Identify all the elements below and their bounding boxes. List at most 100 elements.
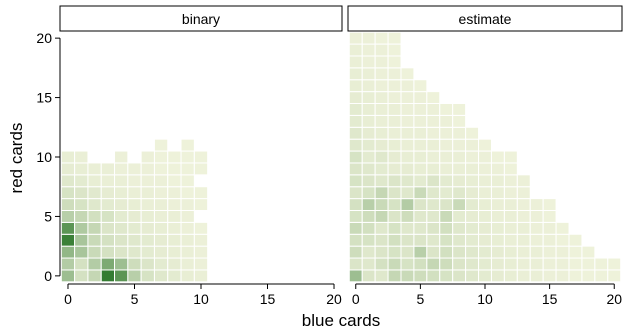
heatmap-cell [153, 198, 169, 211]
heatmap-cell [594, 269, 609, 283]
heatmap-cell [374, 209, 389, 223]
heatmap-cell [114, 150, 129, 164]
heatmap-cell [87, 257, 102, 271]
heatmap-cell [529, 245, 544, 259]
heatmap-cell [127, 221, 142, 235]
heatmap-cell [387, 162, 402, 176]
heatmap-cell [516, 174, 531, 188]
heatmap-cell [180, 245, 195, 259]
heatmap-cell [114, 221, 129, 235]
heatmap-cell [452, 257, 467, 271]
heatmap-cell [503, 269, 518, 283]
heatmap-cell [361, 31, 376, 45]
heatmap-cell [426, 269, 441, 283]
heatmap-cell [400, 174, 415, 188]
heatmap-cell [478, 233, 492, 247]
heatmap-cell [465, 257, 480, 271]
heatmap-cell [374, 198, 389, 211]
heatmap-cell [503, 257, 518, 271]
heatmap-cell [180, 198, 195, 211]
heatmap-cell [114, 245, 129, 259]
heatmap-cell [452, 150, 467, 164]
heatmap-cell [542, 269, 557, 283]
heatmap-cell [374, 31, 389, 45]
heatmap-cell [529, 233, 544, 247]
heatmap-cell [439, 233, 454, 247]
heatmap-cell [167, 257, 182, 271]
heatmap-cell [607, 269, 622, 283]
heatmap-cell [374, 91, 389, 105]
heatmap-cell [140, 221, 155, 235]
heatmap-cell [555, 257, 570, 271]
heatmap-cell [581, 257, 596, 271]
heatmap-cell [374, 174, 389, 188]
x-tick-label: 15 [542, 291, 558, 307]
x-tick-label: 5 [131, 291, 139, 307]
heatmap-cell [87, 198, 102, 211]
heatmap-cell [348, 162, 363, 176]
heatmap-cell [374, 162, 389, 176]
heatmap-cell [167, 162, 182, 176]
heatmap-cell [490, 233, 505, 247]
heatmap-cell [60, 198, 76, 211]
heatmap-cell [127, 209, 142, 223]
heatmap-cell [153, 209, 169, 223]
heatmap-cell [503, 162, 518, 176]
heatmap-cell [348, 79, 363, 93]
heatmap-cell [140, 198, 155, 211]
heatmap-cell [387, 221, 402, 235]
heatmap-cell [180, 257, 195, 271]
heatmap-cell [387, 55, 402, 69]
heatmap-cell [361, 257, 376, 271]
heatmap-cell [193, 186, 209, 200]
heatmap-cell [361, 103, 376, 116]
heatmap-cell [60, 162, 76, 176]
heatmap-cell [140, 209, 155, 223]
heatmap-cell [387, 245, 402, 259]
heatmap-cell [60, 174, 76, 188]
heatmap-cell [516, 221, 531, 235]
strip-label-binary: binary [182, 11, 220, 27]
heatmap-cell [400, 126, 415, 140]
heatmap-cell [193, 221, 209, 235]
heatmap-cell [452, 245, 467, 259]
heatmap-cell [100, 221, 116, 235]
heatmap-cell [361, 221, 376, 235]
heatmap-cell [374, 257, 389, 271]
heatmap-cell [361, 198, 376, 211]
heatmap-cell [426, 209, 441, 223]
heatmap-cell [490, 257, 505, 271]
heatmap-cell [167, 174, 182, 188]
heatmap-cell [387, 67, 402, 81]
y-tick-label: 15 [36, 90, 52, 106]
cells-binary [60, 138, 209, 283]
axes: 0 5 10 15 20 0 5 10 15 20 0 5 10 15 20 [36, 30, 622, 307]
heatmap-cell [439, 209, 454, 223]
heatmap-cell [74, 162, 89, 176]
heatmap-cell [374, 233, 389, 247]
heatmap-cell [452, 126, 467, 140]
heatmap-cell [153, 162, 169, 176]
heatmap-cell [140, 269, 155, 283]
heatmap-cell [426, 186, 441, 200]
heatmap-cell [153, 138, 169, 152]
heatmap-cell [478, 150, 492, 164]
heatmap-cell [400, 91, 415, 105]
heatmap-cell [361, 114, 376, 128]
heatmap-cell [180, 221, 195, 235]
heatmap-cell [180, 150, 195, 164]
heatmap-cell [180, 209, 195, 223]
heatmap-cell [400, 233, 415, 247]
heatmap-cell [452, 162, 467, 176]
heatmap-cell [400, 209, 415, 223]
heatmap-cell [439, 174, 454, 188]
heatmap-cell [348, 198, 363, 211]
heatmap-cell [100, 257, 116, 271]
heatmap-cell [555, 269, 570, 283]
heatmap-cell [387, 209, 402, 223]
heatmap-cell [180, 162, 195, 176]
heatmap-cell [140, 233, 155, 247]
heatmap-cell [516, 269, 531, 283]
y-tick-label: 0 [44, 268, 52, 284]
heatmap-cell [387, 114, 402, 128]
